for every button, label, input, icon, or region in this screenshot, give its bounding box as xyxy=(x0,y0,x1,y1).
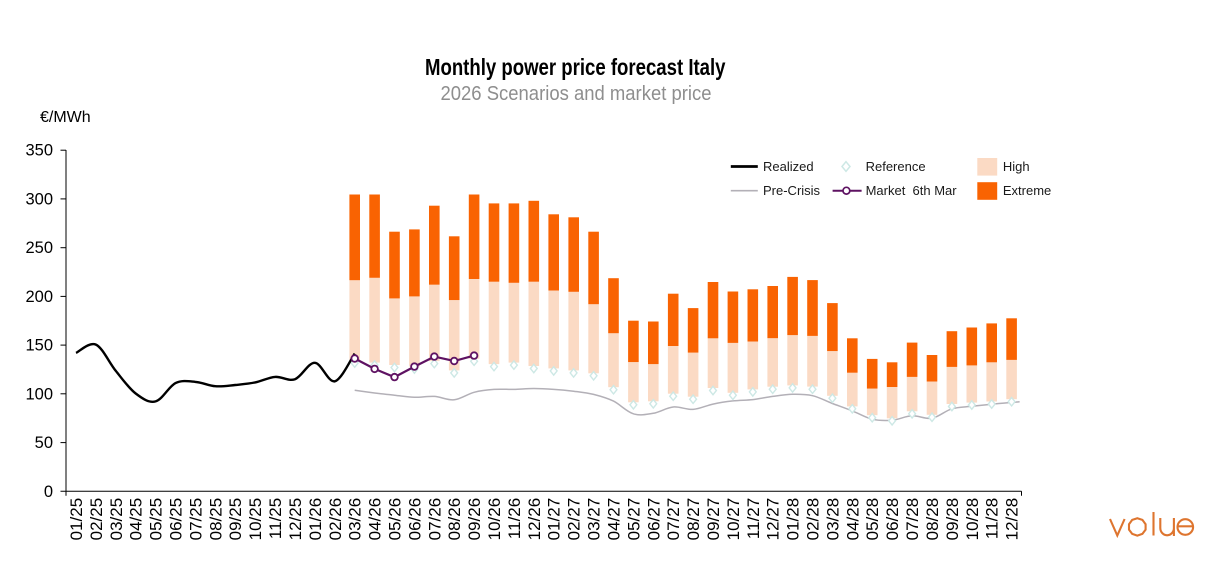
svg-text:07/27: 07/27 xyxy=(664,498,683,541)
svg-text:03/26: 03/26 xyxy=(346,498,365,541)
svg-text:06/25: 06/25 xyxy=(167,498,186,541)
svg-text:02/27: 02/27 xyxy=(565,498,584,541)
svg-text:02/28: 02/28 xyxy=(804,498,823,541)
svg-text:07/25: 07/25 xyxy=(186,498,205,541)
svg-text:09/27: 09/27 xyxy=(704,498,723,541)
svg-text:Market 6th Mar: Market 6th Mar xyxy=(866,183,958,198)
svg-text:€/MWh: €/MWh xyxy=(40,109,91,126)
svg-text:09/25: 09/25 xyxy=(226,498,245,541)
svg-text:06/27: 06/27 xyxy=(644,498,663,541)
svg-text:250: 250 xyxy=(25,239,53,257)
svg-text:50: 50 xyxy=(35,434,53,452)
svg-text:10/25: 10/25 xyxy=(246,498,265,541)
svg-text:07/26: 07/26 xyxy=(425,498,444,541)
svg-text:300: 300 xyxy=(25,190,53,208)
svg-text:12/28: 12/28 xyxy=(1003,498,1022,541)
svg-text:10/28: 10/28 xyxy=(963,498,982,541)
svg-text:09/28: 09/28 xyxy=(943,498,962,541)
svg-text:10/27: 10/27 xyxy=(724,498,743,541)
svg-text:08/26: 08/26 xyxy=(445,498,464,541)
svg-text:03/28: 03/28 xyxy=(823,498,842,541)
svg-text:Extreme: Extreme xyxy=(1003,183,1051,198)
svg-text:05/28: 05/28 xyxy=(863,498,882,541)
svg-text:100: 100 xyxy=(25,385,53,403)
svg-text:0: 0 xyxy=(44,483,53,501)
svg-text:Monthly power price forecast I: Monthly power price forecast Italy xyxy=(425,54,726,80)
svg-text:350: 350 xyxy=(25,142,53,160)
svg-text:Pre-Crisis: Pre-Crisis xyxy=(763,183,821,198)
svg-text:Realized: Realized xyxy=(763,159,814,174)
svg-text:01/27: 01/27 xyxy=(545,498,564,541)
svg-text:04/27: 04/27 xyxy=(605,498,624,541)
svg-text:08/27: 08/27 xyxy=(684,498,703,541)
svg-text:01/25: 01/25 xyxy=(67,498,86,541)
svg-text:12/25: 12/25 xyxy=(286,498,305,541)
svg-text:04/25: 04/25 xyxy=(127,498,146,541)
svg-text:06/28: 06/28 xyxy=(883,498,902,541)
svg-text:11/26: 11/26 xyxy=(505,498,524,539)
svg-text:02/26: 02/26 xyxy=(326,498,345,541)
svg-text:05/27: 05/27 xyxy=(624,498,643,541)
svg-text:11/25: 11/25 xyxy=(266,498,285,539)
svg-text:03/25: 03/25 xyxy=(107,498,126,541)
svg-text:2026 Scenarios and market pric: 2026 Scenarios and market price xyxy=(441,83,712,105)
svg-text:High: High xyxy=(1003,159,1030,174)
svg-text:150: 150 xyxy=(25,337,53,355)
svg-text:06/26: 06/26 xyxy=(405,498,424,541)
svg-text:04/28: 04/28 xyxy=(843,498,862,541)
svg-text:03/27: 03/27 xyxy=(585,498,604,541)
svg-text:10/26: 10/26 xyxy=(485,498,504,541)
svg-text:11/27: 11/27 xyxy=(744,498,763,539)
svg-text:02/25: 02/25 xyxy=(87,498,106,541)
svg-text:Reference: Reference xyxy=(866,159,926,174)
svg-text:07/28: 07/28 xyxy=(903,498,922,541)
svg-text:08/25: 08/25 xyxy=(206,498,225,541)
svg-text:04/26: 04/26 xyxy=(366,498,385,541)
svg-text:08/28: 08/28 xyxy=(923,498,942,541)
svg-text:05/26: 05/26 xyxy=(386,498,405,541)
svg-text:11/28: 11/28 xyxy=(983,498,1002,539)
svg-text:05/25: 05/25 xyxy=(147,498,166,541)
svg-text:200: 200 xyxy=(25,288,53,306)
svg-text:01/28: 01/28 xyxy=(784,498,803,541)
svg-text:01/26: 01/26 xyxy=(306,498,325,541)
svg-text:12/26: 12/26 xyxy=(525,498,544,541)
svg-text:09/26: 09/26 xyxy=(465,498,484,541)
svg-text:12/27: 12/27 xyxy=(764,498,783,541)
